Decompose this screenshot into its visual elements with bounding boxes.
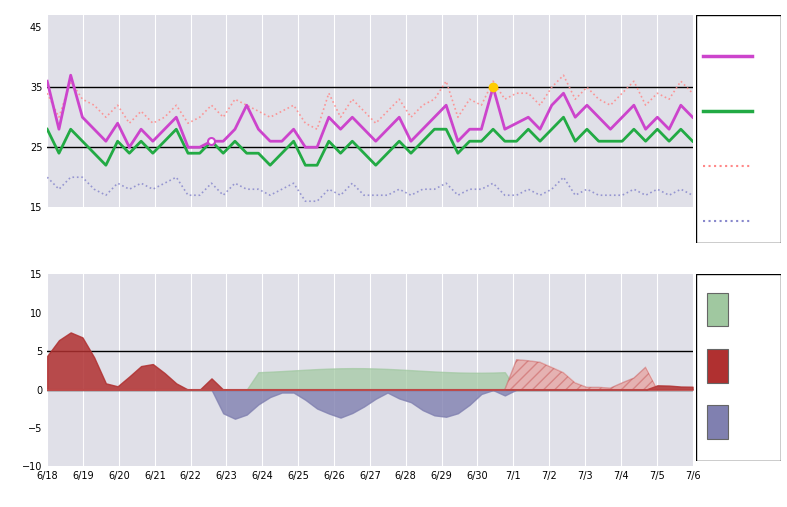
Bar: [707, 349, 728, 383]
Bar: [707, 405, 728, 439]
Bar: [707, 293, 728, 327]
